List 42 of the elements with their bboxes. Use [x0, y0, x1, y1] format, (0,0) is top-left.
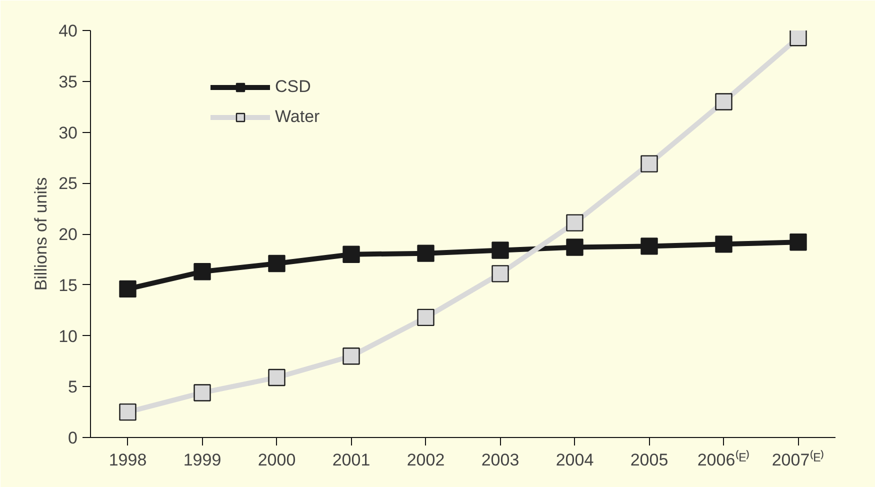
y-tick-label: 35 — [58, 72, 78, 92]
point — [492, 265, 509, 282]
x-tick-label: 2005 — [630, 450, 668, 470]
point — [119, 280, 136, 298]
y-tick-label: 0 — [68, 428, 78, 448]
legend-label: CSD — [275, 77, 311, 97]
point — [268, 254, 286, 272]
y-tick-label: 20 — [58, 225, 78, 244]
point — [194, 384, 211, 402]
x-tick-label: 1998 — [108, 450, 147, 470]
point — [715, 236, 732, 253]
x-tick-label: 2000 — [258, 450, 296, 470]
y-tick-label: 10 — [58, 326, 78, 346]
point — [342, 348, 360, 365]
point — [417, 244, 434, 262]
point — [640, 238, 658, 255]
x-tick-label: 1999 — [183, 450, 222, 470]
legend-label: Water — [275, 107, 320, 127]
point — [119, 403, 136, 421]
x-tick-label: 2003 — [481, 450, 520, 470]
x-tick-label: 2007⁽ᴱ⁾ — [772, 450, 825, 470]
point — [715, 93, 732, 110]
y-axis-title: Billions of units — [32, 177, 51, 291]
point — [342, 246, 360, 263]
y-tick-label: 30 — [58, 123, 78, 142]
point — [268, 368, 286, 386]
y-tick-label: 40 — [58, 22, 78, 40]
point — [640, 155, 658, 172]
x-tick-label: 2006⁽ᴱ⁾ — [697, 450, 750, 470]
y-tick-label: 25 — [58, 174, 78, 194]
point — [566, 214, 584, 232]
y-tick-label: 15 — [58, 276, 78, 295]
point — [194, 263, 211, 280]
x-tick-label: 2004 — [556, 450, 594, 470]
point — [492, 242, 509, 259]
point — [790, 234, 807, 251]
x-tick-label: 2002 — [406, 450, 445, 470]
point — [417, 308, 434, 326]
y-tick-label: 5 — [68, 378, 78, 397]
point — [566, 238, 584, 256]
point — [790, 30, 807, 46]
x-tick-label: 2001 — [332, 450, 370, 470]
